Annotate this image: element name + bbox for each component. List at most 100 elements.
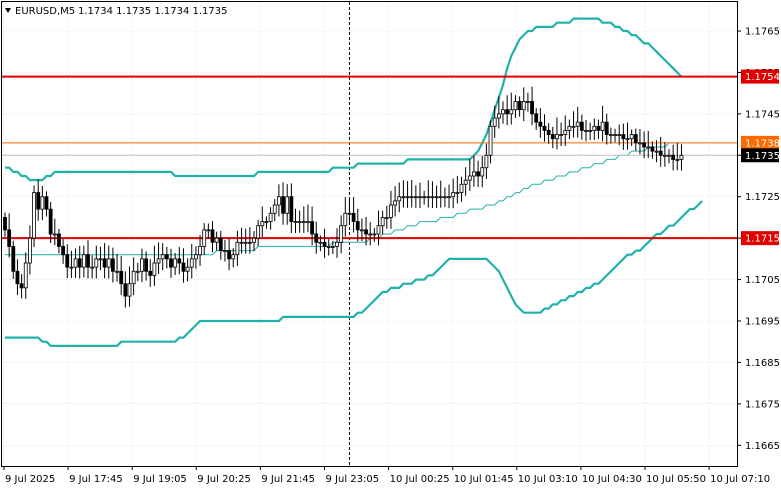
candle-body (231, 254, 236, 260)
candle-body (152, 262, 157, 276)
candle-body (675, 159, 680, 161)
candle-body (359, 229, 364, 232)
candle-body (164, 254, 169, 260)
candle-body (355, 221, 360, 231)
candle-body (501, 109, 505, 115)
candle-body (442, 196, 447, 199)
candle-body (227, 250, 232, 260)
price-levels (2, 75, 737, 240)
candle-body (36, 192, 41, 210)
candle-body (90, 266, 95, 269)
candle-body (438, 196, 443, 199)
candle-body (505, 109, 510, 115)
candle-body (579, 121, 584, 131)
candle-body (310, 221, 315, 235)
candle-body (596, 125, 601, 131)
candle-body (69, 266, 74, 269)
y-tick-label: 1.1745 (745, 109, 780, 120)
candle-body (405, 196, 410, 199)
candle-body (368, 233, 373, 236)
dropdown-triangle-icon[interactable] (5, 8, 11, 13)
candle-body (135, 270, 140, 273)
candle-body (77, 258, 82, 268)
candle-body (223, 250, 227, 252)
candle-body (476, 171, 481, 177)
candle-body (447, 196, 451, 199)
candle-body (426, 196, 431, 199)
candle-body (314, 233, 319, 243)
candle-body (372, 233, 377, 236)
candle-body (318, 241, 323, 244)
ohlc-values: 1.1734 1.1735 1.1734 1.1735 (78, 6, 228, 17)
candle-body (671, 154, 676, 160)
x-tick-label: 10 Jul 07:10 (710, 474, 770, 485)
candle-body (526, 101, 530, 103)
candle-body (185, 266, 190, 272)
candle-body (297, 221, 302, 223)
candle-body (496, 113, 501, 119)
y-tick-label: 1.1675 (745, 399, 780, 410)
candle-body (27, 237, 32, 264)
candle-body (513, 101, 518, 111)
y-tick-label: 1.1695 (745, 317, 780, 328)
candle-body (214, 237, 219, 243)
candle-body (123, 283, 128, 297)
candle-body (210, 229, 215, 243)
candle-body (588, 130, 593, 132)
candle-body (550, 134, 555, 140)
candle-body (285, 196, 290, 214)
candle-body (455, 192, 460, 194)
candle-body (73, 258, 78, 268)
candle-body (567, 125, 572, 131)
candle-body (542, 125, 547, 131)
candle-body (86, 254, 90, 268)
bollinger-upper-band (5, 17, 683, 182)
candle-body (23, 262, 28, 289)
x-tick-label: 9 Jul 21:45 (261, 474, 315, 485)
candle-body (148, 270, 153, 276)
candle-body (658, 150, 663, 156)
candle-body (559, 134, 563, 136)
candle-body (243, 241, 248, 244)
candle-body (393, 200, 398, 206)
candle-body (679, 154, 684, 160)
y-tick-label: 1.1765 (745, 27, 780, 38)
x-tick-label: 10 Jul 01:45 (454, 474, 514, 485)
candle-body (48, 208, 53, 235)
plot-frame (1, 1, 738, 467)
x-tick-label: 9 Jul 17:45 (69, 474, 123, 485)
x-tick-label: 10 Jul 00:25 (390, 474, 450, 485)
x-tick-label: 10 Jul 04:30 (582, 474, 642, 485)
candle-body (343, 212, 348, 227)
candle-body (40, 196, 45, 210)
current-price-tag-box (741, 148, 779, 163)
y-tick-label: 1.1725 (745, 192, 780, 203)
candle-body (330, 246, 335, 248)
candle-body (484, 154, 489, 169)
candle-body (268, 212, 273, 222)
candle-body (81, 254, 86, 268)
candlesticks (3, 86, 684, 308)
x-tick-label: 9 Jul 23:05 (326, 474, 380, 485)
candle-body (272, 204, 277, 214)
candle-body (189, 258, 194, 268)
candle-body (662, 154, 667, 157)
level-price-tag-text: 1.1738 (745, 138, 780, 149)
candle-body (239, 241, 244, 244)
candle-body (206, 229, 211, 232)
level-price-tag-text: 1.1754 (745, 72, 780, 83)
candle-body (202, 229, 207, 247)
candle-body (575, 121, 580, 127)
candle-body (57, 233, 61, 247)
candle-body (7, 229, 12, 247)
candle-body (617, 134, 622, 136)
candle-body (173, 258, 178, 268)
candle-body (534, 113, 539, 123)
candle-body (413, 196, 418, 199)
candle-body (409, 196, 414, 199)
candle-body (600, 121, 605, 131)
candle-body (397, 196, 402, 202)
candle-body (252, 237, 256, 243)
candle-body (144, 258, 149, 272)
